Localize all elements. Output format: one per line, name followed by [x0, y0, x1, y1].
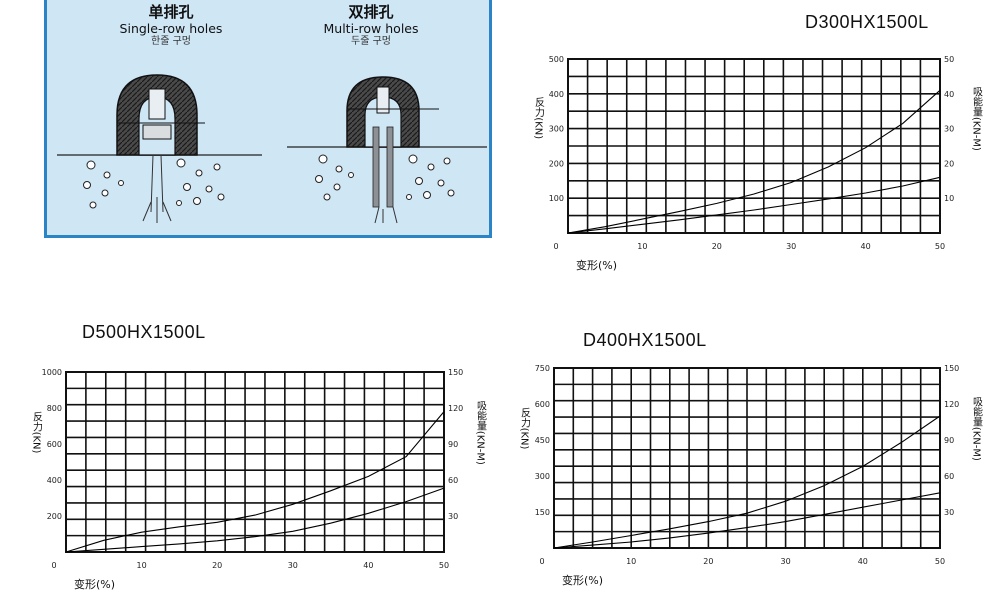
- x-axis-label: 变形(%): [74, 577, 115, 591]
- y-tick-label: 100: [549, 194, 564, 203]
- y2-tick-label: 50: [944, 55, 954, 64]
- y2-tick-label: 30: [944, 508, 954, 517]
- hole-diagram-panel: 单排孔 Single-row holes 한줄 구멍 双排孔 Multi-row…: [44, 0, 492, 238]
- y-tick-label: 500: [549, 55, 564, 64]
- y-tick-label: 600: [47, 440, 62, 449]
- multi-row-fender-illustration: [287, 76, 487, 224]
- chart-d500: 0 10 20 30 40 50 200 400 600 800 1000 30 60 90 120 150 变…: [31, 368, 487, 591]
- single-row-title-kr: 한줄 구멍: [151, 36, 191, 47]
- y2-tick-label: 60: [448, 476, 458, 485]
- y-axis-label: 反力(KN): [533, 97, 545, 139]
- x-tick-label: 50: [439, 561, 449, 570]
- series-line-2: [567, 176, 941, 234]
- y-tick-label: 1000: [42, 368, 62, 377]
- y-tick-label: 400: [549, 90, 564, 99]
- x-tick-label: 0: [539, 557, 544, 566]
- y-tick-label: 800: [47, 404, 62, 413]
- x-axis-label: 变形(%): [562, 573, 603, 587]
- y2-tick-label: 30: [448, 512, 458, 521]
- series-line-2: [553, 492, 941, 549]
- single-row-title-cn: 单排孔: [148, 3, 194, 21]
- multi-row-title: 双排孔 Multi-row holes 두줄 구멍: [271, 3, 471, 48]
- y-tick-label: 750: [535, 364, 550, 373]
- y2-tick-label: 120: [944, 400, 959, 409]
- y2-tick-label: 150: [448, 368, 463, 377]
- single-row-title-en: Single-row holes: [119, 21, 223, 36]
- series-line-1: [65, 411, 445, 553]
- x-tick-label: 10: [637, 242, 647, 251]
- x-tick-label: 10: [137, 561, 147, 570]
- x-tick-label: 0: [553, 242, 558, 251]
- chart-d300: 0 10 20 30 40 50 100 200 300 400 500 10 20 30 40 50 变形(%…: [533, 55, 983, 272]
- y2-tick-label: 150: [944, 364, 959, 373]
- series-line-2: [65, 487, 445, 553]
- y2-axis-label: 吸能量(KN-M): [971, 397, 983, 461]
- x-tick-label: 40: [858, 557, 868, 566]
- x-tick-label: 30: [781, 557, 791, 566]
- x-axis-label: 变形(%): [576, 258, 617, 272]
- y2-tick-label: 40: [944, 90, 954, 99]
- y-axis-label: 反力(KN): [31, 411, 43, 453]
- series-line-1: [567, 89, 941, 234]
- x-tick-label: 40: [861, 242, 871, 251]
- x-tick-label: 20: [712, 242, 722, 251]
- x-tick-label: 50: [935, 242, 945, 251]
- plot-frame: [65, 371, 445, 553]
- y-axis-label: 反力(KN): [519, 407, 531, 449]
- y-tick-label: 200: [549, 159, 564, 168]
- plot-frame: [567, 58, 941, 234]
- hole-illustrations: [57, 74, 487, 224]
- x-tick-label: 30: [786, 242, 796, 251]
- series-line-1: [553, 415, 941, 549]
- y2-axis-label: 吸能量(KN-M): [475, 401, 487, 465]
- y-tick-label: 300: [549, 125, 564, 134]
- x-tick-label: 30: [288, 561, 298, 570]
- multi-row-title-cn: 双排孔: [348, 3, 394, 21]
- x-tick-label: 0: [51, 561, 56, 570]
- single-row-fender-illustration: [57, 74, 262, 223]
- y2-tick-label: 90: [944, 436, 954, 445]
- multi-row-title-kr: 두줄 구멍: [351, 36, 391, 47]
- plot-frame: [553, 367, 941, 549]
- x-tick-label: 20: [703, 557, 713, 566]
- y2-tick-label: 120: [448, 404, 463, 413]
- chart-title-d400: D400HX1500L: [583, 330, 707, 350]
- y-tick-label: 450: [535, 436, 550, 445]
- chart-title-d300: D300HX1500L: [805, 12, 929, 32]
- y2-tick-label: 30: [944, 125, 954, 134]
- y2-axis-label: 吸能量(KN-M): [971, 87, 983, 151]
- chart-d400: 0 10 20 30 40 50 150 300 450 600 750 30 60 90 120 150 变形…: [519, 364, 983, 587]
- multi-row-title-en: Multi-row holes: [323, 21, 419, 36]
- y2-tick-label: 60: [944, 472, 954, 481]
- chart-title-d500: D500HX1500L: [82, 322, 206, 342]
- y-tick-label: 600: [535, 400, 550, 409]
- x-tick-label: 50: [935, 557, 945, 566]
- single-row-title: 单排孔 Single-row holes 한줄 구멍: [71, 3, 271, 48]
- y2-tick-label: 20: [944, 159, 954, 168]
- y2-tick-label: 10: [944, 194, 954, 203]
- y-tick-label: 400: [47, 476, 62, 485]
- x-tick-label: 10: [626, 557, 636, 566]
- y-tick-label: 150: [535, 508, 550, 517]
- y2-tick-label: 90: [448, 440, 458, 449]
- x-tick-label: 20: [212, 561, 222, 570]
- y-tick-label: 300: [535, 472, 550, 481]
- y-tick-label: 200: [47, 512, 62, 521]
- x-tick-label: 40: [363, 561, 373, 570]
